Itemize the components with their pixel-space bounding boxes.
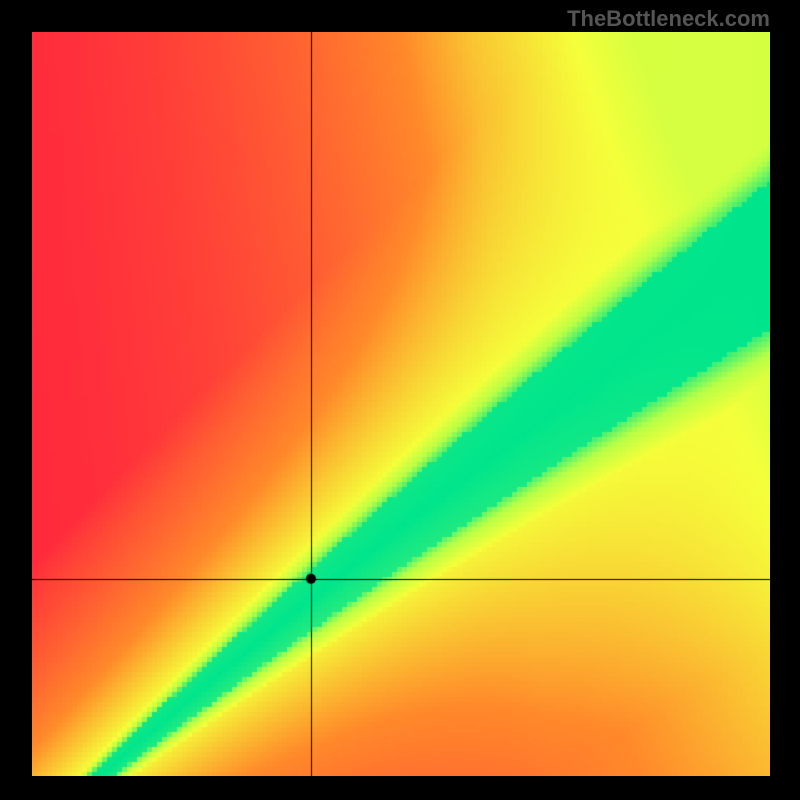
bottleneck-heatmap [32, 32, 770, 776]
chart-container: TheBottleneck.com [0, 0, 800, 800]
watermark-text: TheBottleneck.com [567, 6, 770, 32]
